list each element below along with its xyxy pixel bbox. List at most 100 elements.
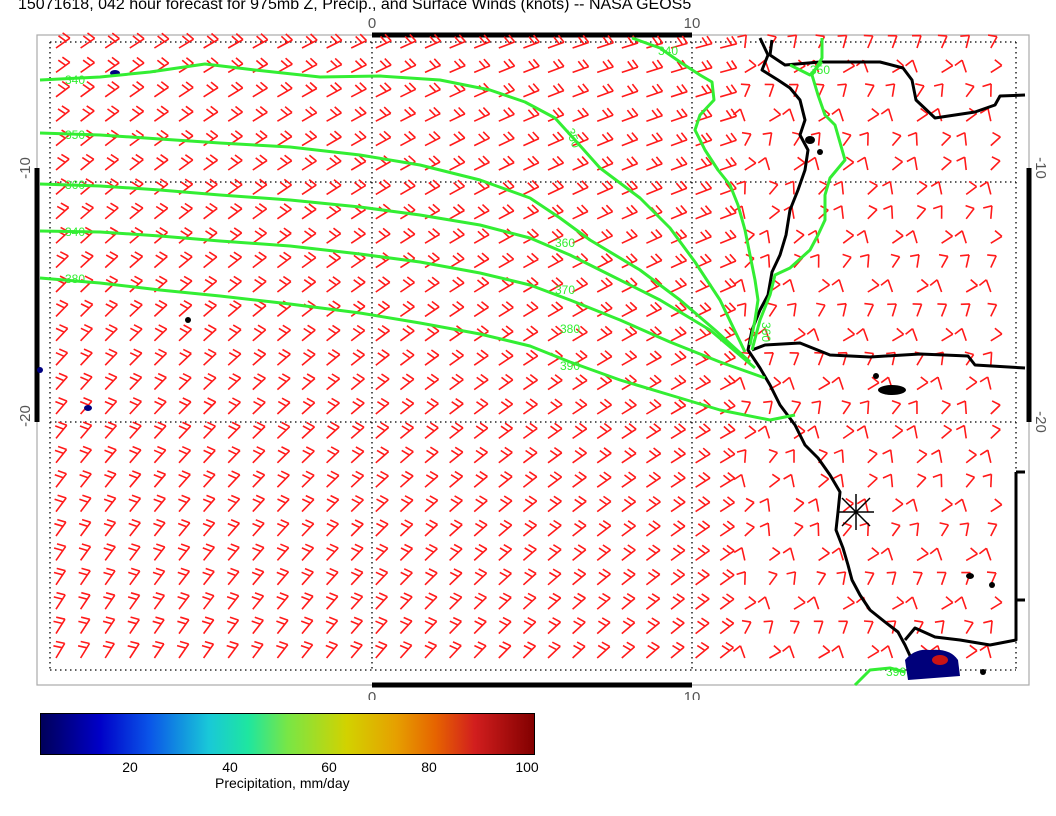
wind-barb xyxy=(203,421,216,439)
wind-barb xyxy=(867,448,878,464)
wind-barb xyxy=(954,498,967,512)
wind-barb xyxy=(670,617,685,635)
wind-barb xyxy=(104,421,118,439)
wind-barb xyxy=(203,300,217,318)
wind-barb xyxy=(842,156,855,171)
wind-barb xyxy=(867,180,878,195)
wind-barb xyxy=(301,348,316,366)
wind-barb xyxy=(621,641,636,659)
wind-barb xyxy=(646,132,663,147)
wind-barb xyxy=(522,641,537,659)
wind-barb xyxy=(621,593,636,610)
wind-barb xyxy=(227,421,241,439)
wind-barb xyxy=(326,324,341,342)
wind-barb xyxy=(522,398,538,415)
wind-barb xyxy=(178,105,194,122)
wind-barb xyxy=(399,641,413,659)
wind-barb xyxy=(736,180,746,195)
wind-barb xyxy=(913,571,923,586)
wind-barb xyxy=(202,592,215,610)
wind-barb xyxy=(128,518,141,537)
wind-barb xyxy=(741,131,752,146)
wind-barb xyxy=(326,519,339,537)
contour-label: 380 xyxy=(560,322,580,336)
wind-barb xyxy=(959,522,970,537)
wind-barb xyxy=(424,131,441,147)
wind-barb xyxy=(350,567,364,586)
wind-barb xyxy=(621,204,638,220)
wind-barb xyxy=(350,57,367,74)
wind-barb xyxy=(325,616,339,635)
wind-barb xyxy=(645,544,661,562)
wind-barb xyxy=(276,421,291,439)
wind-barb xyxy=(203,251,218,269)
wind-barb xyxy=(791,400,802,415)
wind-barb xyxy=(375,422,390,440)
wind-barb xyxy=(596,35,615,49)
wind-barb xyxy=(786,302,797,317)
wind-barb xyxy=(719,277,737,293)
wind-barb xyxy=(326,179,342,196)
wind-barb xyxy=(80,299,94,317)
colorbar-tick: 60 xyxy=(321,759,337,775)
wind-barb xyxy=(449,519,463,537)
wind-barb xyxy=(905,596,918,610)
wind-barb xyxy=(547,592,562,610)
wind-barb xyxy=(301,324,316,342)
wind-barb xyxy=(621,228,638,244)
wind-barb xyxy=(276,154,293,171)
wind-barb xyxy=(498,446,513,464)
wind-barb xyxy=(695,35,713,49)
wind-barb xyxy=(523,58,540,74)
wind-barb xyxy=(572,156,589,171)
wind-barb xyxy=(449,179,466,196)
wind-barb xyxy=(326,227,342,244)
wind-barb xyxy=(837,302,847,317)
wind-barb xyxy=(646,156,663,171)
wind-barb xyxy=(473,519,488,537)
contour-label: 390 xyxy=(560,359,580,373)
wind-barb xyxy=(523,83,540,98)
wind-barb xyxy=(695,471,711,488)
wind-barb xyxy=(78,543,92,561)
wind-barb xyxy=(473,543,488,561)
wind-barb xyxy=(990,229,1003,244)
wind-barb xyxy=(793,596,806,610)
wind-barb xyxy=(833,205,844,219)
wind-barb xyxy=(864,571,875,586)
wind-barb xyxy=(695,423,711,440)
wind-barb xyxy=(522,446,538,464)
wind-barb xyxy=(867,473,878,488)
wind-barb xyxy=(522,301,539,318)
wind-barb xyxy=(103,494,117,513)
left-tick-20: -20 xyxy=(17,405,34,427)
wind-barb xyxy=(891,156,904,171)
wind-barb xyxy=(596,228,614,244)
wind-barb xyxy=(916,376,929,391)
wind-barb xyxy=(939,522,950,537)
wind-barb xyxy=(916,473,927,488)
wind-barb xyxy=(424,470,439,488)
wind-barb xyxy=(202,543,216,561)
wind-barb xyxy=(964,619,974,635)
wind-barb xyxy=(695,496,711,513)
wind-barb xyxy=(178,372,192,391)
wind-barb xyxy=(891,131,902,147)
wind-barb xyxy=(424,543,438,561)
wind-barb xyxy=(572,422,588,440)
wind-barb xyxy=(757,596,771,610)
wind-barb xyxy=(301,203,317,220)
wind-barb xyxy=(55,372,68,391)
wind-barb xyxy=(806,596,820,610)
wind-barb xyxy=(400,33,417,49)
wind-barb xyxy=(54,470,68,488)
wind-barb xyxy=(152,567,166,586)
wind-barb xyxy=(645,520,661,537)
wind-barb xyxy=(53,567,67,586)
wind-barb xyxy=(178,470,191,488)
wind-barb xyxy=(473,301,489,318)
wind-barb xyxy=(350,519,364,537)
wind-barb xyxy=(350,616,364,635)
wind-barb xyxy=(914,619,924,634)
wind-barb xyxy=(719,471,736,488)
